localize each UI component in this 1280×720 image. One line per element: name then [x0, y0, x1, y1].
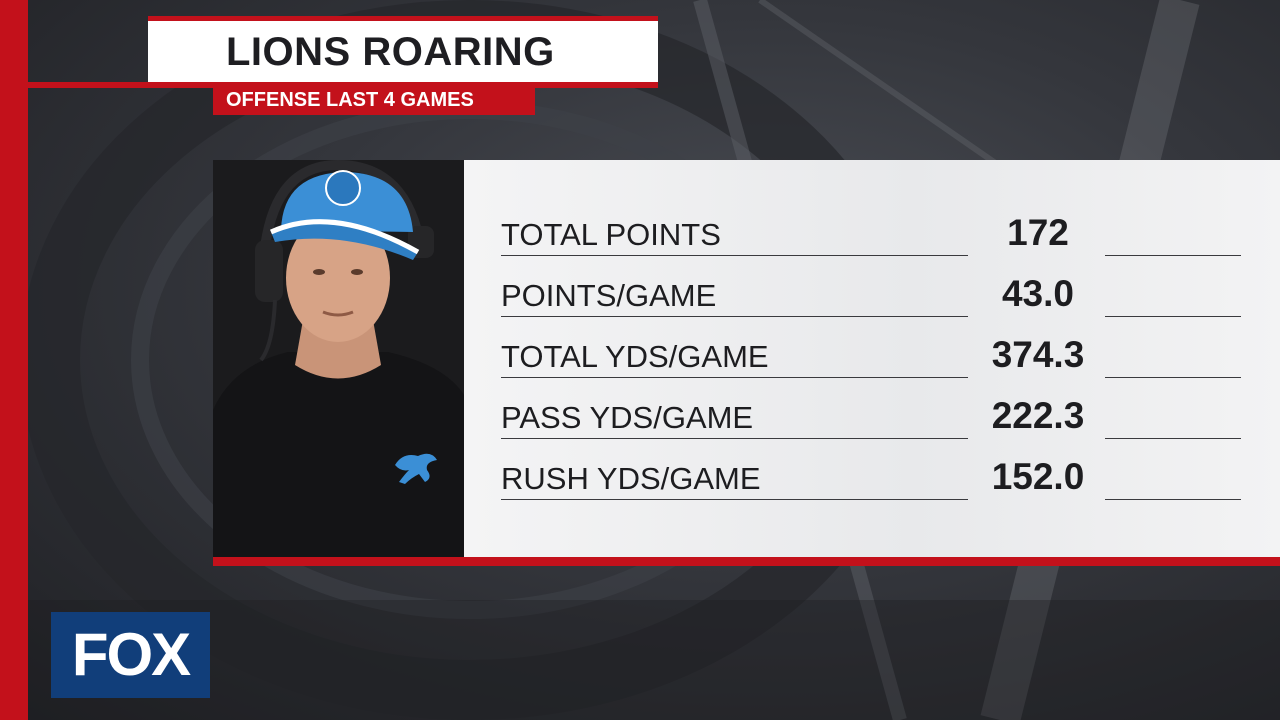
- graphic-subtitle: OFFENSE LAST 4 GAMES: [226, 89, 474, 111]
- fox-logo-text: FOX: [71, 621, 191, 688]
- fox-logo: FOX: [51, 612, 210, 698]
- stat-row-total-yds-per-game: TOTAL YDS/GAME 374.3: [464, 324, 1280, 380]
- stat-row-total-points: TOTAL POINTS 172: [464, 202, 1280, 258]
- stat-row-points-per-game: POINTS/GAME 43.0: [464, 263, 1280, 319]
- subtitle-box: OFFENSE LAST 4 GAMES: [213, 86, 535, 115]
- panel-bottom-rule: [213, 557, 1280, 566]
- stat-blank-line: [1105, 438, 1241, 439]
- stat-value: 222.3: [991, 395, 1085, 436]
- stat-value: 172: [1007, 212, 1069, 253]
- stat-blank-line: [1105, 316, 1241, 317]
- left-accent-bar: [0, 0, 28, 720]
- coach-portrait-illustration: [213, 160, 464, 557]
- stat-value: 152.0: [991, 456, 1085, 497]
- stats-panel: TOTAL POINTS 172 POINTS/GAME 43.0 TOTAL …: [464, 160, 1280, 557]
- graphic-title: LIONS ROARING: [226, 30, 555, 74]
- stat-label: POINTS/GAME: [501, 278, 968, 317]
- stat-value: 43.0: [1001, 273, 1074, 314]
- stat-row-pass-yds-per-game: PASS YDS/GAME 222.3: [464, 385, 1280, 441]
- stat-blank-line: [1105, 377, 1241, 378]
- stat-label: TOTAL YDS/GAME: [501, 339, 968, 378]
- stat-value: 374.3: [991, 334, 1085, 375]
- stat-label: RUSH YDS/GAME: [501, 461, 968, 500]
- title-box: LIONS ROARING: [148, 16, 658, 82]
- stat-row-rush-yds-per-game: RUSH YDS/GAME 152.0: [464, 446, 1280, 502]
- stat-label: TOTAL POINTS: [501, 217, 968, 256]
- coach-photo: [213, 160, 464, 557]
- stat-blank-line: [1105, 499, 1241, 500]
- stat-label: PASS YDS/GAME: [501, 400, 968, 439]
- stat-blank-line: [1105, 255, 1241, 256]
- title-underline: [28, 82, 658, 88]
